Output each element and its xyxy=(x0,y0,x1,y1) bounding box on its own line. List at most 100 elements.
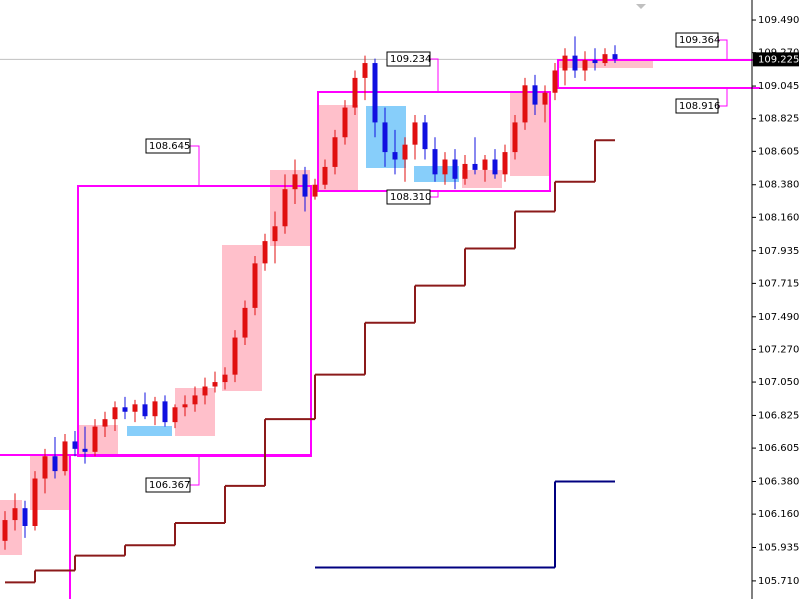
y-tick-label: 107.490 xyxy=(758,312,799,323)
candle-body xyxy=(262,241,268,264)
annotation: 108.645 xyxy=(149,141,190,152)
candle-body xyxy=(452,159,458,179)
candle-body xyxy=(42,456,48,479)
annotation: 109.234 xyxy=(390,54,431,65)
candle-body xyxy=(322,166,328,185)
connector xyxy=(430,191,439,198)
candle-body xyxy=(292,174,298,190)
candle-body xyxy=(92,426,98,452)
y-tick-label: 107.270 xyxy=(758,344,799,355)
candle-body xyxy=(502,152,508,175)
zone xyxy=(78,425,118,457)
annotation: 106.367 xyxy=(149,480,190,491)
candle-body xyxy=(572,55,578,71)
last-price-label: 109.225 xyxy=(758,54,799,65)
candle-body xyxy=(192,395,198,405)
range-box xyxy=(557,59,760,89)
y-tick-label: 105.935 xyxy=(758,543,799,554)
label-box xyxy=(145,477,191,493)
candle-body xyxy=(252,263,258,308)
y-tick-label: 108.160 xyxy=(758,212,799,223)
zone xyxy=(127,426,172,436)
shift-marker xyxy=(636,4,646,9)
candle-body xyxy=(212,382,218,387)
candle-body xyxy=(462,163,468,179)
candle-body xyxy=(472,163,478,170)
candle-body xyxy=(532,85,538,105)
candle-body xyxy=(242,307,248,338)
candle-body xyxy=(222,374,228,383)
candle-body xyxy=(582,60,588,71)
label-box xyxy=(386,189,431,205)
candle-body xyxy=(612,54,618,60)
candle-body xyxy=(442,159,448,175)
y-tick-label: 107.050 xyxy=(758,377,799,388)
range-box xyxy=(317,91,551,192)
candle-body xyxy=(482,159,488,170)
candle-body xyxy=(382,122,388,153)
candle-body xyxy=(272,226,278,242)
candle-body xyxy=(122,407,128,412)
candle-body xyxy=(562,55,568,71)
connector xyxy=(718,39,728,60)
candle-body xyxy=(82,448,88,452)
label-box xyxy=(675,98,719,114)
candle-body xyxy=(602,54,608,64)
y-tick-label: 108.380 xyxy=(758,180,799,191)
connector xyxy=(190,145,200,186)
y-tick-label: 107.935 xyxy=(758,246,799,257)
axis-labels: 109.490109.270109.045108.825108.605108.3… xyxy=(752,15,799,587)
candle-body xyxy=(592,60,598,64)
candle-body xyxy=(352,77,358,108)
annotations: 109.364 109.234 108.916 108.645 108.310 … xyxy=(145,32,720,493)
candle-body xyxy=(2,520,8,541)
candle-body xyxy=(112,407,118,420)
plot xyxy=(2,36,618,584)
candle-body xyxy=(22,508,28,526)
y-tick-label: 107.715 xyxy=(758,278,799,289)
candle-body xyxy=(372,63,378,123)
label-box xyxy=(145,138,191,154)
zones-blue xyxy=(127,106,459,436)
y-tick-label: 106.380 xyxy=(758,476,799,487)
candle-body xyxy=(142,404,148,417)
candle-body xyxy=(102,419,108,427)
connector xyxy=(190,456,200,486)
candle-body xyxy=(282,189,288,227)
annotation: 108.916 xyxy=(679,101,720,112)
y-tick-label: 109.045 xyxy=(758,81,799,92)
candle-body xyxy=(492,159,498,175)
y-tick-label: 108.605 xyxy=(758,146,799,157)
connector xyxy=(718,88,728,107)
candle-body xyxy=(72,441,78,449)
candle-body xyxy=(32,478,38,526)
candle-body xyxy=(402,144,408,160)
candle-body xyxy=(542,92,548,105)
candle-body xyxy=(422,122,428,150)
y-tick-label: 106.605 xyxy=(758,443,799,454)
candle-body xyxy=(202,386,208,396)
candle-body xyxy=(342,107,348,138)
zone xyxy=(462,170,502,188)
candle-body xyxy=(232,337,238,375)
y-tick-label: 109.490 xyxy=(758,15,799,26)
range-box xyxy=(77,185,312,457)
candle-body xyxy=(172,407,178,423)
connector xyxy=(430,58,439,92)
annotation: 108.310 xyxy=(390,192,431,203)
label-box xyxy=(386,51,431,67)
candle-body xyxy=(332,137,338,167)
candle-body xyxy=(62,441,68,472)
boxes xyxy=(0,39,760,599)
label-box xyxy=(675,32,719,48)
candle-body xyxy=(302,174,308,197)
candle-body xyxy=(522,85,528,123)
candle-body xyxy=(182,404,188,408)
candle-body xyxy=(552,70,558,93)
last-price-box xyxy=(753,52,799,67)
candle-body xyxy=(432,149,438,175)
candle-body xyxy=(362,63,368,78)
candle-body xyxy=(152,401,158,417)
annotation: 109.364 xyxy=(679,35,720,46)
